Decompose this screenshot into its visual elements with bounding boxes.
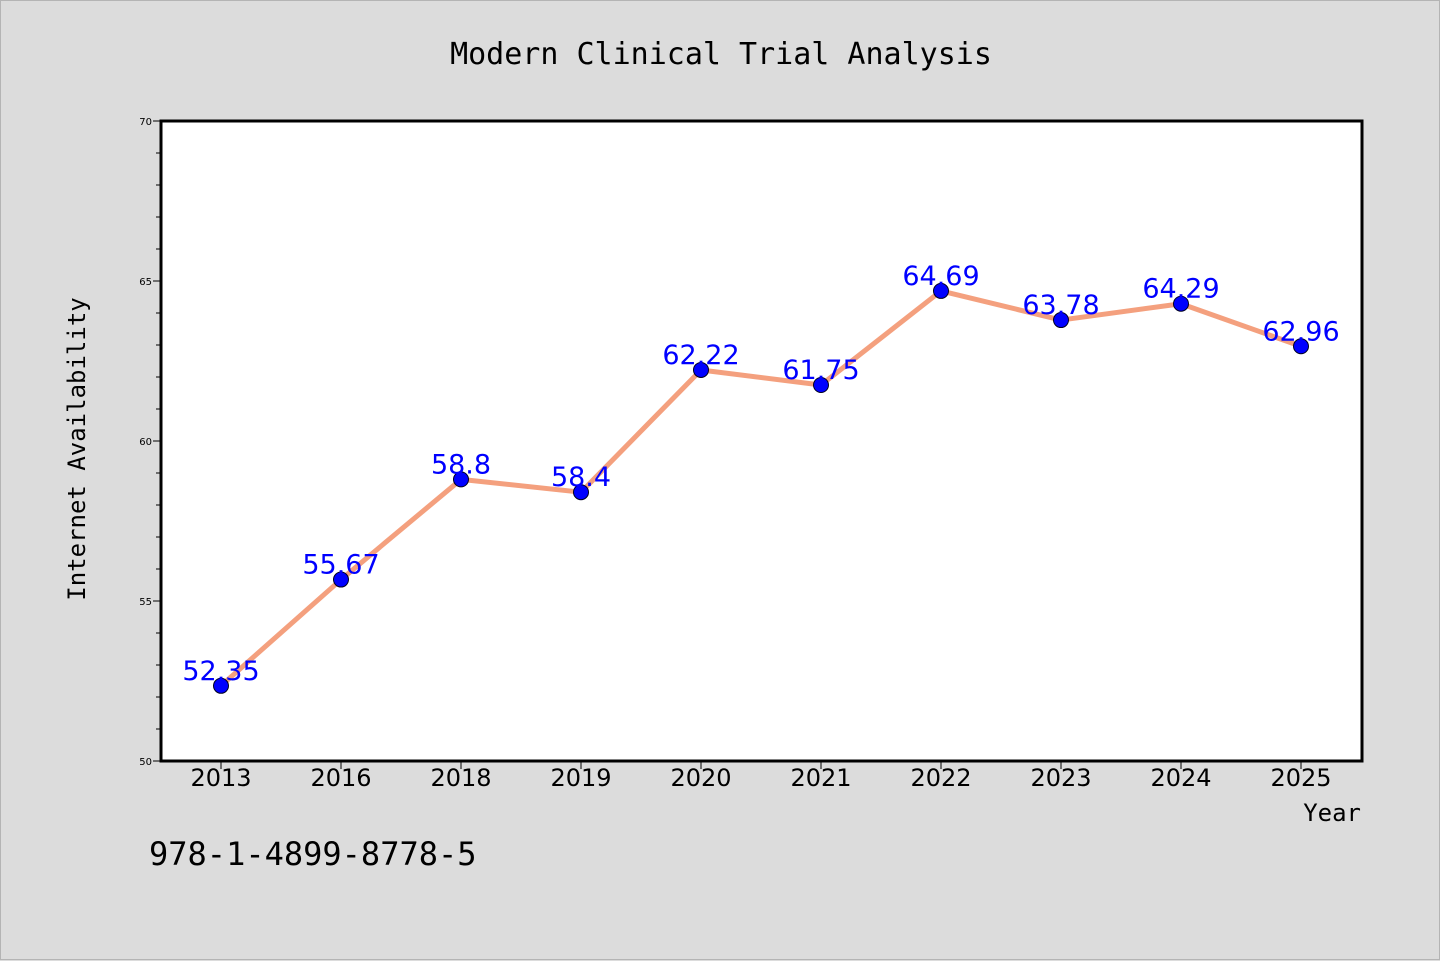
footnote-isbn: 978-1-4899-8778-5: [149, 835, 477, 873]
series-layer: 52.35 55.67 58.8 58.4 62.22 61.75 64.69 63.78 64…: [182, 261, 1340, 694]
data-label: 63.78: [1022, 290, 1099, 321]
data-label: 64.29: [1142, 274, 1219, 305]
y-tick-label: 70: [139, 117, 152, 128]
chart-title: Modern Clinical Trial Analysis: [450, 37, 992, 72]
data-label: 64.69: [902, 261, 979, 292]
data-point: [813, 377, 829, 393]
y-axis: 50 55 60 65 70: [139, 117, 161, 768]
x-tick-label: 2022: [910, 764, 971, 792]
y-tick-label: 50: [139, 757, 152, 768]
data-label: 58.8: [431, 449, 491, 480]
data-label: 58.4: [551, 462, 611, 493]
y-axis-title: Internet Availability: [63, 297, 91, 600]
x-tick-label: 2023: [1030, 764, 1091, 792]
y-tick-label: 55: [139, 597, 152, 608]
x-tick-label: 2021: [790, 764, 851, 792]
x-tick-label: 2018: [430, 764, 491, 792]
y-tick-label: 60: [139, 437, 152, 448]
data-point: [933, 282, 949, 299]
x-tick-label: 2020: [670, 764, 731, 792]
data-point: [1293, 338, 1309, 355]
data-point: [213, 677, 229, 694]
x-axis: 2013 2016 2018 2019 2020 2021 2022 2023 2024 2025: [190, 761, 1332, 792]
x-tick-label: 2025: [1270, 764, 1331, 792]
y-tick-label: 65: [139, 277, 152, 288]
data-point: [693, 361, 709, 378]
plot-area: [159, 119, 1364, 763]
data-label: 62.22: [662, 340, 739, 371]
data-label: 55.67: [302, 550, 379, 581]
series-line: [219, 288, 1302, 688]
data-label: 62.96: [1262, 316, 1339, 347]
data-point: [453, 471, 469, 488]
x-tick-label: 2016: [310, 764, 371, 792]
x-axis-title: Year: [1303, 799, 1361, 827]
data-label: 52.35: [182, 656, 259, 687]
data-point: [1173, 295, 1189, 312]
data-point: [1053, 312, 1069, 329]
data-label: 61.75: [782, 355, 859, 386]
x-tick-label: 2013: [190, 764, 251, 792]
data-point: [573, 484, 589, 501]
x-tick-label: 2019: [550, 764, 611, 792]
x-tick-label: 2024: [1150, 764, 1211, 792]
data-point: [333, 571, 349, 588]
